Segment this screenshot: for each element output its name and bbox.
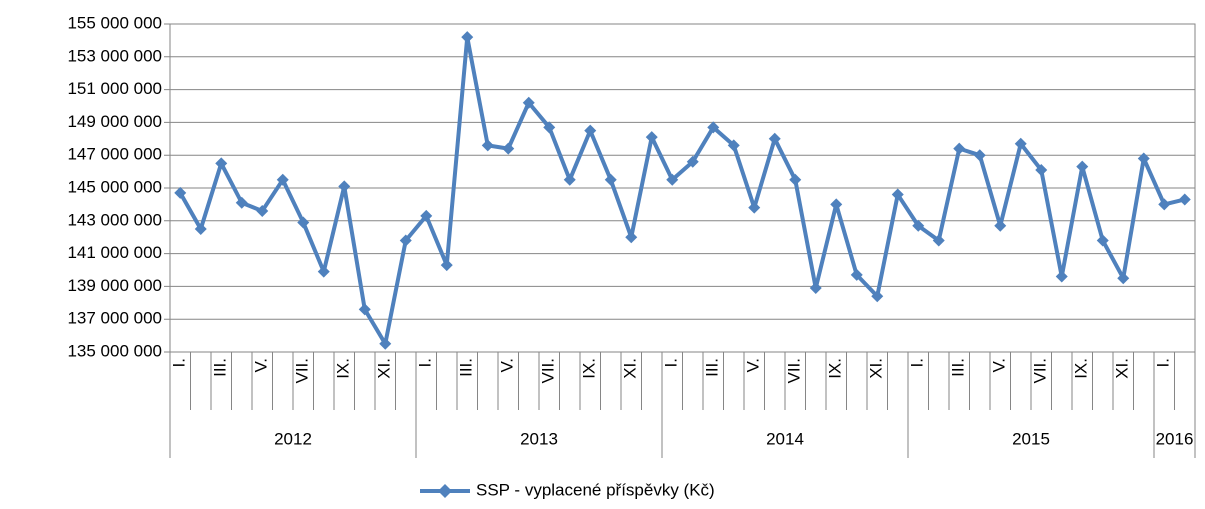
data-point [358, 303, 371, 316]
data-point [563, 173, 576, 186]
x-tick-label: III. [703, 358, 722, 377]
x-tick-label: VII. [785, 358, 804, 384]
x-tick-label: XI. [867, 358, 886, 379]
data-point [871, 290, 884, 303]
x-tick-label: IX. [580, 358, 599, 379]
data-point [317, 265, 330, 278]
x-tick-label: V. [252, 358, 271, 373]
legend-label: SSP - vyplacené příspěvky (Kč) [476, 480, 715, 499]
data-point [625, 231, 638, 244]
x-tick-label: IX. [826, 358, 845, 379]
x-tick-label: III. [949, 358, 968, 377]
x-tick-label: VII. [539, 358, 558, 384]
data-point [789, 173, 802, 186]
y-tick-label: 141 000 000 [67, 243, 162, 262]
data-point [1158, 198, 1171, 211]
x-tick-label: I. [908, 358, 927, 367]
data-point [973, 149, 986, 162]
data-point [522, 96, 535, 109]
data-point [727, 139, 740, 152]
x-tick-label: V. [744, 358, 763, 373]
x-tick-label: I. [662, 358, 681, 367]
data-point [502, 142, 515, 155]
data-point [912, 219, 925, 232]
data-point [379, 337, 392, 350]
data-point [1117, 272, 1130, 285]
data-point [604, 173, 617, 186]
y-tick-label: 153 000 000 [67, 46, 162, 65]
data-point [420, 209, 433, 222]
group-label: 2013 [520, 429, 558, 448]
y-tick-label: 143 000 000 [67, 210, 162, 229]
data-point [481, 139, 494, 152]
data-point [830, 198, 843, 211]
data-point [953, 142, 966, 155]
y-tick-label: 137 000 000 [67, 309, 162, 328]
data-point [256, 204, 269, 217]
x-tick-label: VII. [293, 358, 312, 384]
data-point [194, 223, 207, 235]
data-point [1076, 160, 1089, 173]
x-tick-label: V. [990, 358, 1009, 373]
data-line [178, 35, 1186, 346]
legend-marker [438, 484, 452, 498]
data-point [235, 196, 248, 209]
x-tick-label: IX. [334, 358, 353, 379]
data-point [276, 173, 289, 186]
data-point [1055, 270, 1068, 283]
data-point [686, 155, 699, 168]
data-point [666, 173, 679, 186]
data-point [748, 201, 761, 214]
data-point [707, 121, 720, 134]
group-label: 2016 [1156, 429, 1194, 448]
x-tick-label: XI. [1113, 358, 1132, 379]
y-tick-label: 135 000 000 [67, 341, 162, 360]
data-point [584, 124, 597, 137]
data-point [1178, 193, 1191, 206]
data-point [440, 259, 453, 272]
data-point [645, 131, 658, 144]
data-point [543, 121, 556, 134]
y-tick-label: 139 000 000 [67, 276, 162, 295]
x-tick-label: III. [457, 358, 476, 377]
x-tick-label: XI. [375, 358, 394, 379]
x-tick-label: VII. [1031, 358, 1050, 384]
data-point [215, 157, 228, 170]
x-tick-label: I. [416, 358, 435, 367]
y-tick-label: 151 000 000 [67, 79, 162, 98]
data-point [891, 188, 904, 201]
y-tick-label: 155 000 000 [67, 13, 162, 32]
data-point [850, 268, 863, 281]
data-point [994, 219, 1007, 232]
data-point [297, 216, 310, 229]
x-tick-label: I. [1154, 358, 1173, 367]
x-tick-label: IX. [1072, 358, 1091, 379]
y-tick-label: 149 000 000 [67, 112, 162, 131]
x-tick-label: I. [170, 358, 189, 367]
group-label: 2014 [766, 429, 804, 448]
x-tick-label: III. [211, 358, 230, 377]
y-tick-label: 145 000 000 [67, 177, 162, 196]
y-tick-label: 147 000 000 [67, 145, 162, 164]
data-point [1096, 234, 1109, 247]
data-point [399, 234, 412, 247]
x-tick-label: V. [498, 358, 517, 373]
data-point [1035, 163, 1048, 176]
data-point [768, 132, 781, 145]
group-label: 2012 [274, 429, 312, 448]
x-tick-label: XI. [621, 358, 640, 379]
group-label: 2015 [1012, 429, 1050, 448]
data-point [338, 180, 351, 193]
data-point [1137, 152, 1150, 165]
data-point [932, 234, 945, 247]
data-point [174, 186, 187, 199]
data-point [461, 31, 474, 44]
data-point [809, 282, 822, 295]
data-point [1014, 137, 1027, 150]
